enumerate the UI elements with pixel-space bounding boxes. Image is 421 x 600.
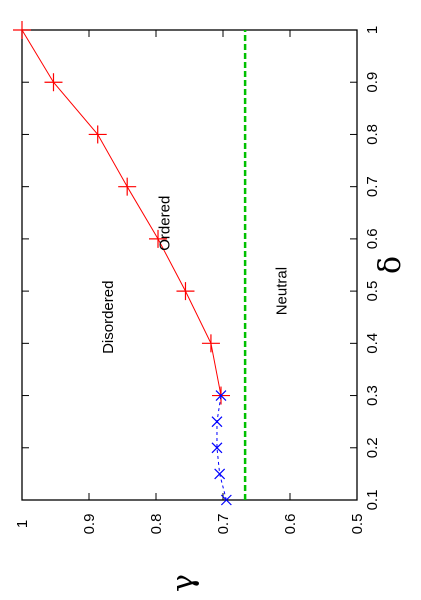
- y-tick-label: 0.6: [282, 514, 299, 535]
- x-tick-label: 0.7: [364, 176, 381, 197]
- x-tick-label: 0.9: [364, 72, 381, 93]
- series-0-point: [149, 229, 168, 248]
- x-tick-label: 0.3: [364, 385, 381, 406]
- y-tick-label: 1: [14, 520, 31, 528]
- series-layer: [13, 21, 247, 506]
- axis-ticks: [21, 29, 358, 501]
- y-tick-label: 0.8: [148, 514, 165, 535]
- series-1-point: [215, 390, 227, 401]
- plot-frame: [21, 29, 358, 501]
- axis-tick-labels: 0.1 0.2 0.3 0.4 0.5 0.6 0.7 0.8 0.9 1 0.5 0.6 0.7 0.8…: [14, 26, 381, 535]
- region-label-disordered: Disordered: [100, 281, 117, 354]
- x-tick-label: 0.6: [364, 228, 381, 249]
- series-1-point: [220, 494, 232, 506]
- series-0-point: [118, 177, 137, 196]
- x-tick-label: 0.5: [364, 281, 381, 302]
- region-label-neutral: Neutral: [274, 267, 291, 315]
- x-axis-title: δ: [373, 256, 408, 274]
- y-tick-label: 0.9: [81, 514, 98, 535]
- series-0-point: [176, 282, 195, 301]
- x-tick-label: 0.2: [364, 437, 381, 458]
- region-label-ordered: Ordered: [156, 196, 173, 251]
- x-tick-label: 0.4: [364, 333, 381, 354]
- series-1-line: [216, 395, 227, 501]
- series-0-line: [21, 29, 222, 396]
- y-tick-label: 0.7: [215, 514, 232, 535]
- series-1-point: [214, 468, 226, 480]
- series-1-point: [211, 442, 223, 454]
- y-axis-title: γ: [166, 574, 201, 592]
- region-labels: Disordered Ordered Neutral: [100, 196, 291, 354]
- y-tick-label: 0.5: [349, 514, 366, 535]
- x-tick-label: 0.1: [364, 490, 381, 511]
- series-0-point: [44, 73, 63, 92]
- series-0-point: [13, 21, 31, 39]
- x-tick-label: 0.8: [364, 124, 381, 145]
- series-1-point: [211, 416, 223, 428]
- series-0-point: [88, 125, 107, 144]
- x-tick-label: 1: [364, 26, 381, 34]
- series-0-point: [201, 334, 220, 353]
